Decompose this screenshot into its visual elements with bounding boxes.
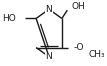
Text: OH: OH (72, 2, 85, 11)
Text: HO: HO (3, 14, 16, 23)
Text: CH₃: CH₃ (89, 50, 105, 59)
Text: N: N (46, 52, 52, 61)
Text: -O: -O (74, 43, 84, 52)
Text: N: N (46, 5, 52, 14)
